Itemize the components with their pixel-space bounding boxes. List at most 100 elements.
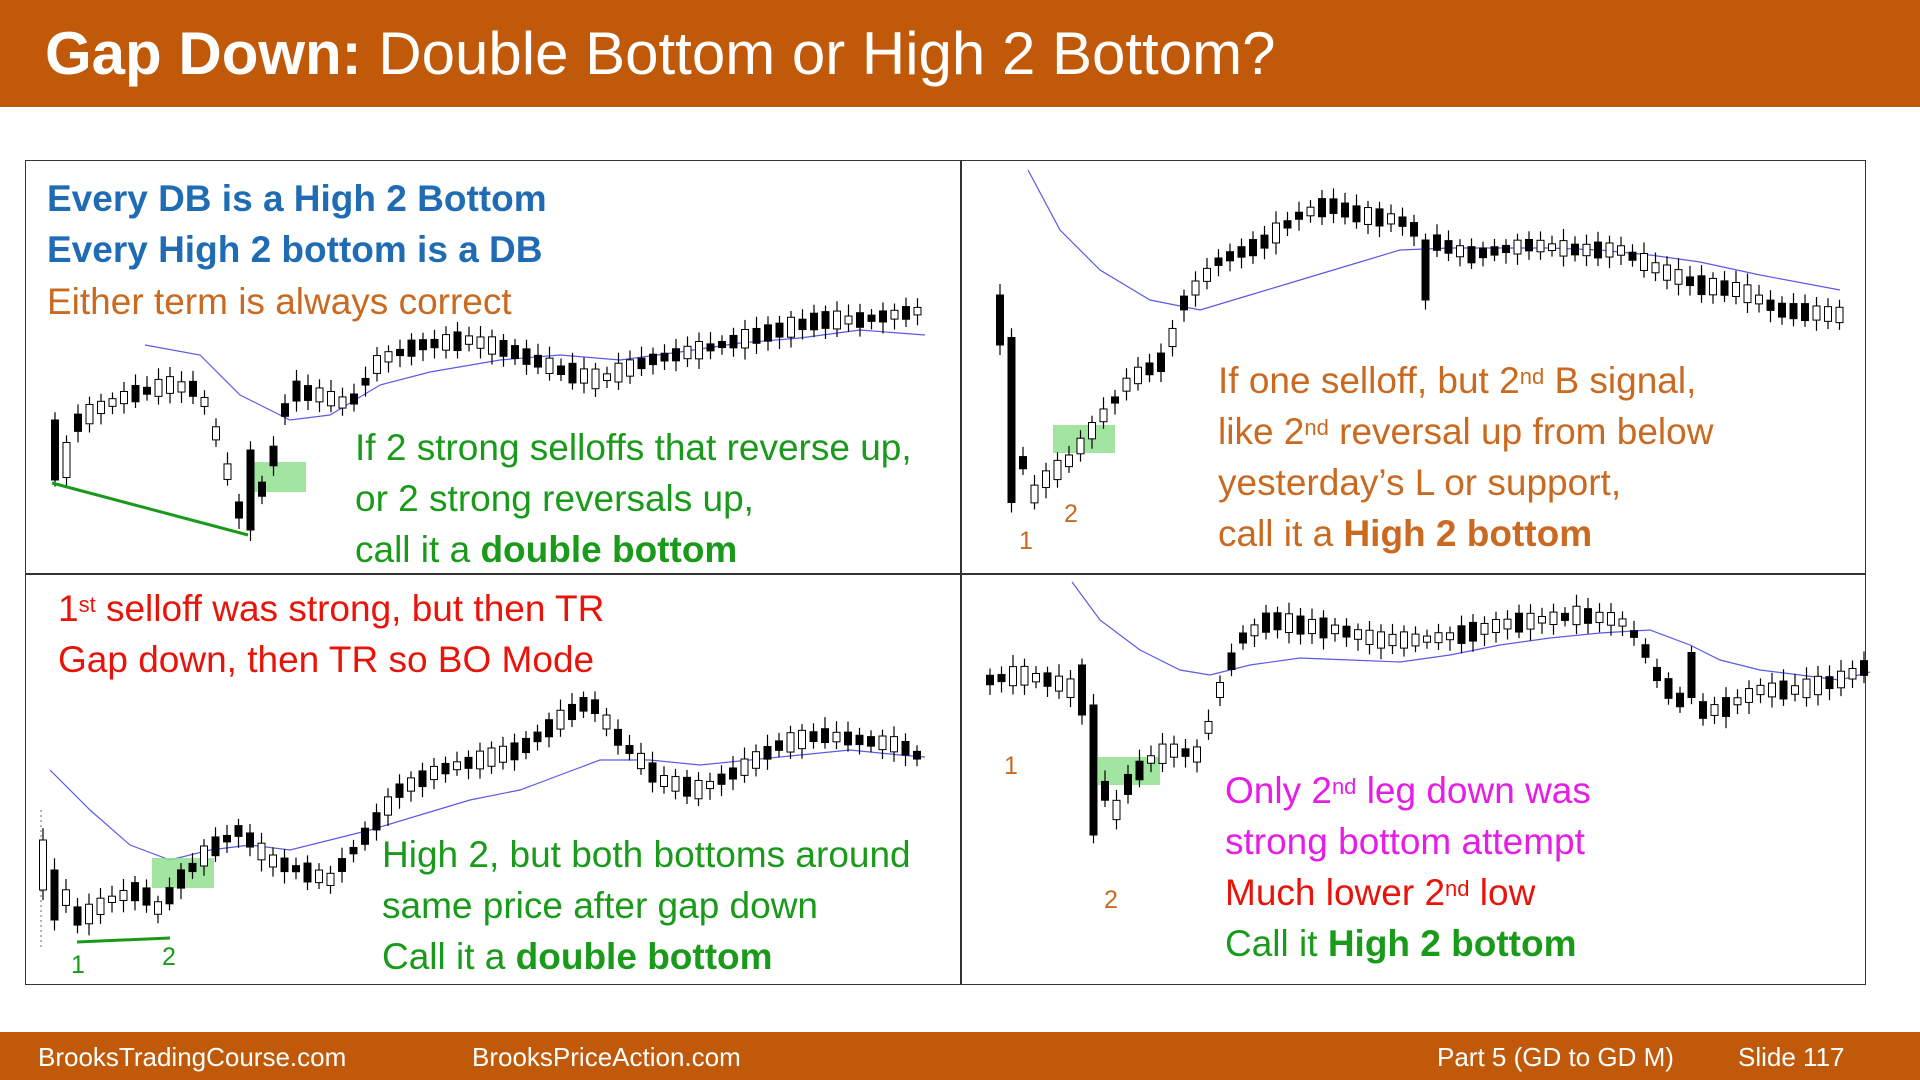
tr-line-4-bold: High 2 bottom <box>1343 513 1593 554</box>
candle-body <box>1341 202 1349 218</box>
candle-body <box>878 735 887 751</box>
candle-body <box>1664 678 1673 699</box>
br-green-line-bold: High 2 bottom <box>1327 923 1577 964</box>
tr-line-2-sup: nd <box>1304 415 1329 440</box>
candle-body <box>73 906 82 926</box>
candle-body <box>1559 240 1568 257</box>
candle-body <box>1779 680 1788 700</box>
candle-body <box>1490 246 1499 256</box>
candle-body <box>833 310 841 330</box>
candle-body <box>74 413 82 432</box>
candle-body <box>108 398 117 407</box>
candle-body <box>464 756 473 769</box>
candle-body <box>764 324 772 342</box>
candle-body <box>1630 630 1638 638</box>
candle-body <box>292 380 301 402</box>
candle-body <box>407 339 416 357</box>
candle-body <box>280 857 289 873</box>
candle-body <box>200 397 209 407</box>
candle-body <box>1722 697 1730 717</box>
candle-body <box>419 339 427 351</box>
candle-body <box>660 352 669 362</box>
tr-line-2-post: reversal up from below <box>1328 411 1714 452</box>
candle-body <box>591 368 600 390</box>
candle-body <box>142 887 151 906</box>
candle-body <box>131 882 139 902</box>
candle-body <box>821 728 829 744</box>
candle-body <box>1283 220 1292 229</box>
candle-body <box>177 381 186 393</box>
candle-body <box>1342 625 1351 638</box>
candle-body <box>476 336 485 349</box>
tr-line-2: like 2nd reversal up from below <box>1218 406 1713 457</box>
candle-body <box>763 746 772 760</box>
candle-body <box>1825 676 1834 690</box>
candle-body <box>1582 243 1591 257</box>
candle-body <box>510 742 519 761</box>
candle-body <box>648 762 657 783</box>
candle-body <box>602 714 611 730</box>
bl-red-line-1-pre: 1 <box>58 588 79 629</box>
candle-body <box>890 309 899 320</box>
candle-body <box>326 872 335 886</box>
candle-body <box>430 338 439 349</box>
slide-title: Gap Down: Double Bottom or High 2 Bottom… <box>45 18 1275 90</box>
candle-body <box>338 858 346 872</box>
tr-line-1-sup: nd <box>1519 364 1545 389</box>
candle-body <box>637 752 645 770</box>
candle-body <box>1502 244 1510 254</box>
candle-body <box>1686 276 1694 287</box>
candle-body <box>1525 238 1533 252</box>
bl-caption-3: Call it a double bottom <box>382 931 773 982</box>
candle-body <box>1618 618 1627 627</box>
candle-body <box>1387 213 1395 225</box>
candle-body <box>580 368 588 384</box>
candle-body <box>1434 632 1443 644</box>
candle-body <box>453 761 461 771</box>
tl-line-3: Either term is always correct <box>47 281 512 322</box>
candle-body <box>867 314 876 322</box>
candle-body <box>1663 264 1671 281</box>
br-magenta-line-1-sup: nd <box>1331 774 1357 799</box>
candle-body <box>568 703 576 721</box>
candle-body <box>1273 612 1282 631</box>
footer-site-1: BrooksTradingCourse.com <box>38 1042 347 1072</box>
br-magenta-line-2: strong bottom attempt <box>1225 821 1585 862</box>
candle-body <box>986 674 994 686</box>
candle-body <box>1526 612 1535 630</box>
candle-body <box>706 343 715 352</box>
candle-body <box>246 832 254 848</box>
candle-body <box>338 396 347 409</box>
candle-body <box>281 403 289 417</box>
candle-body <box>1548 243 1556 252</box>
candle-body <box>545 719 553 738</box>
candle-body <box>867 736 875 747</box>
candle-body <box>1388 633 1397 647</box>
tl-caption-2: or 2 strong reversals up, <box>355 478 754 519</box>
footer-slide: Slide 117 <box>1738 1042 1845 1072</box>
candle-body <box>304 385 312 401</box>
candle-body <box>1745 688 1753 703</box>
candle-body <box>740 758 749 776</box>
footer-bar <box>0 1032 1920 1080</box>
candle-body <box>1446 632 1454 641</box>
candle-body <box>96 897 105 915</box>
candle-body <box>786 732 795 753</box>
tr-bar-label-2: 2 <box>1064 500 1078 528</box>
candle-body <box>660 774 668 788</box>
candle-body <box>1112 799 1121 821</box>
candle-body <box>1285 613 1293 634</box>
br-ema-line <box>1071 581 1871 681</box>
candle-body <box>1158 743 1167 764</box>
candle-body <box>1733 697 1742 706</box>
candle-body <box>533 731 542 743</box>
candle-body <box>85 403 94 425</box>
footer-part: Part 5 (GD to GD M) <box>1437 1042 1674 1072</box>
candle-body <box>1710 704 1719 716</box>
candle-body <box>120 390 128 405</box>
candle-body <box>1043 672 1052 687</box>
candle-body <box>809 731 818 743</box>
candle-body <box>327 391 335 407</box>
candle-body <box>1571 243 1579 256</box>
candle-body <box>614 362 623 383</box>
